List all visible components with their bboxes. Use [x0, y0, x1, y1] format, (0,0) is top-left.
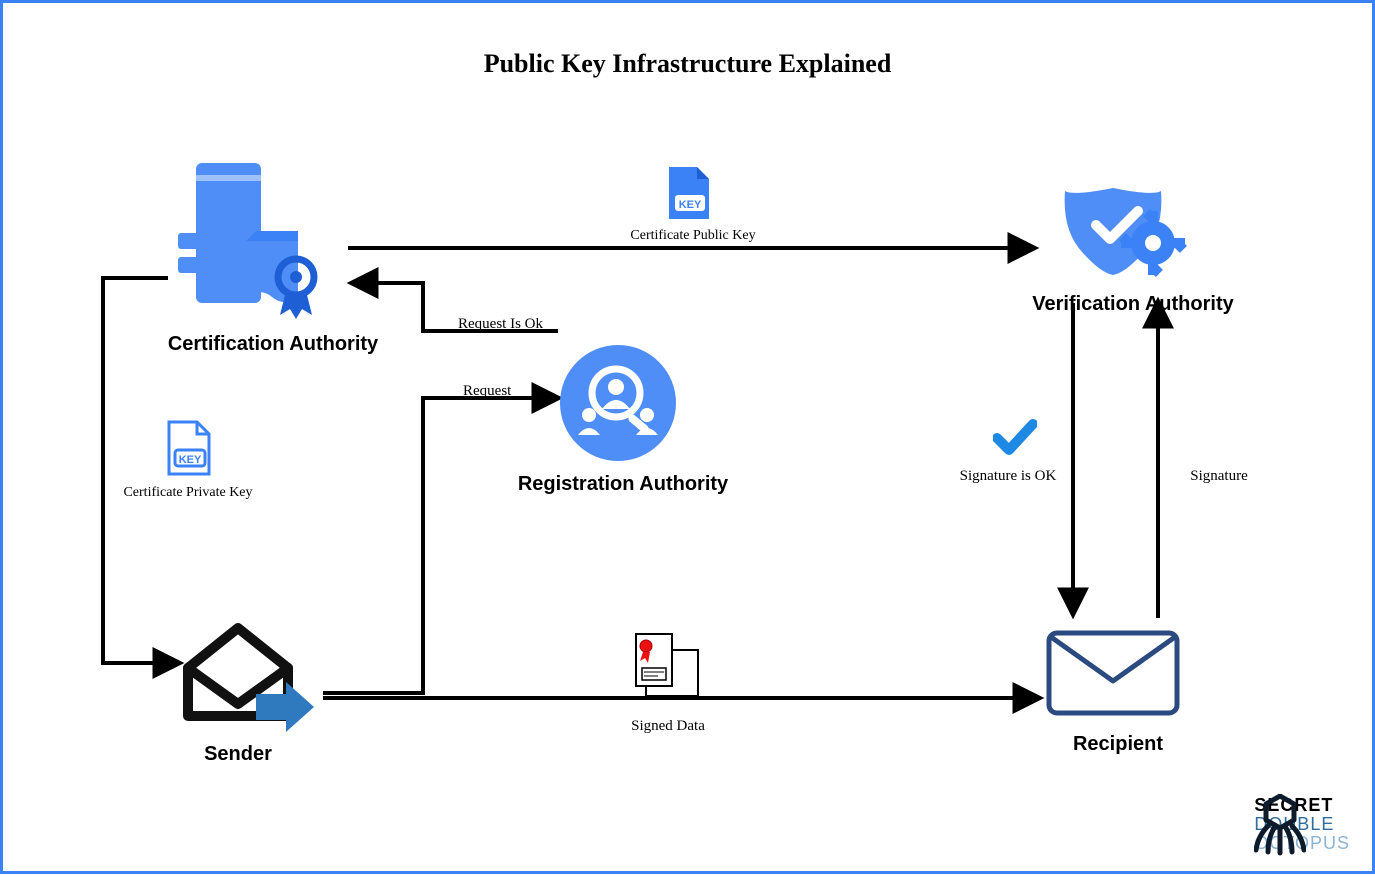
server-cert-icon — [178, 163, 328, 323]
registration-icon — [558, 343, 678, 463]
diagram-canvas: Public Key Infrastructure Explained Cert… — [0, 0, 1375, 874]
va-label: Verification Authority — [1003, 293, 1263, 316]
octopus-icon — [1254, 794, 1306, 856]
verification-icon — [1058, 183, 1198, 293]
request-ok-label: Request Is Ok — [458, 316, 578, 333]
pubkey-label: Certificate Public Key — [613, 228, 773, 244]
sigok-label: Signature is OK — [948, 468, 1068, 485]
edge-sender-to-ra — [323, 398, 557, 693]
ra-label: Registration Authority — [493, 473, 753, 496]
svg-text:KEY: KEY — [679, 199, 702, 211]
signed-data-label: Signed Data — [608, 718, 728, 735]
sender-label: Sender — [178, 743, 298, 766]
key-private-icon: KEY — [163, 418, 215, 478]
privkey-label: Certificate Private Key — [113, 485, 263, 502]
recipient-icon — [1043, 623, 1183, 723]
key-public-icon: KEY — [663, 163, 715, 223]
svg-text:KEY: KEY — [179, 454, 202, 466]
brand-logo: SECRET DOUBLE OCTOPUS — [1254, 796, 1350, 853]
recipient-label: Recipient — [1048, 733, 1188, 756]
signature-label: Signature — [1169, 468, 1269, 485]
sender-icon — [178, 618, 318, 738]
signed-data-icon — [628, 628, 706, 706]
request-label: Request — [463, 383, 553, 400]
ca-label: Certification Authority — [133, 333, 413, 356]
checkmark-icon — [993, 418, 1037, 458]
